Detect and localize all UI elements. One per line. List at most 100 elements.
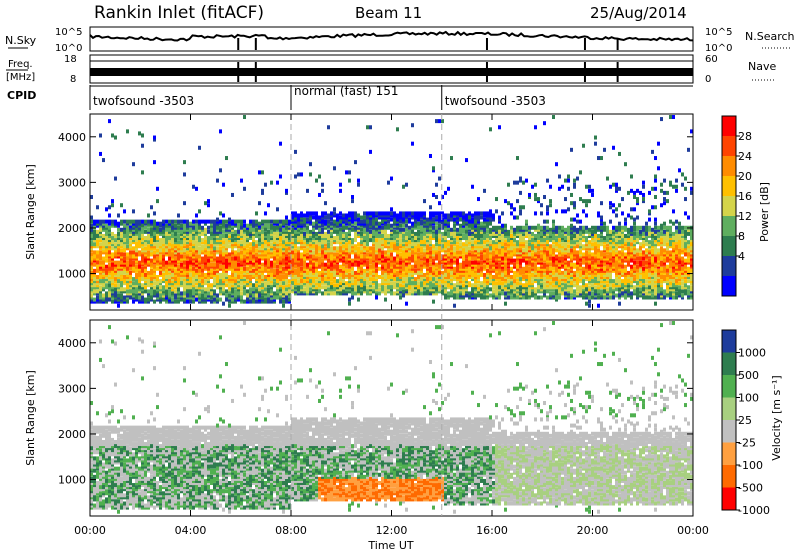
power-cell [171,275,174,280]
power-cell [309,244,312,249]
power-cell [210,225,213,230]
power-cell [312,275,315,280]
power-cell [273,281,276,286]
power-cell [312,256,315,261]
power-cell [354,211,357,216]
power-cell [165,295,168,300]
power-cell [135,238,138,243]
power-cell [153,250,156,255]
power-cell [162,289,165,294]
power-cell [216,225,219,230]
power-cell [240,252,243,257]
power-cell [99,287,102,292]
power-cell [453,246,456,251]
power-cell [186,246,189,251]
power-cell [210,219,213,224]
power-cell [309,266,312,271]
power-cell [522,225,525,230]
power-cell [129,270,132,275]
power-cell [414,268,417,273]
power-cell [126,262,129,267]
power-cell [237,270,240,275]
power-cell [138,131,141,136]
power-cell [339,182,342,187]
power-cell [477,283,480,288]
power-cell [99,221,102,226]
power-cell [183,240,186,245]
power-cell [279,287,282,292]
power-cell [414,211,417,216]
power-cell [120,262,123,267]
power-cell [195,242,198,247]
power-cell [192,289,195,294]
power-cell [201,246,204,251]
power-cell [237,229,240,234]
power-cell [198,246,201,251]
power-cell [510,229,513,234]
power-cell [282,289,285,294]
power-cell [237,248,240,253]
power-cell [180,227,183,232]
power-cell [126,281,129,286]
power-cell [327,258,330,263]
power-cell [126,289,129,294]
power-cell [249,225,252,230]
power-cell [300,236,303,241]
power-cell [264,236,267,241]
power-cell [180,254,183,259]
power-cell [228,287,231,292]
power-cell [231,244,234,249]
power-cell [252,246,255,251]
power-cell [312,264,315,269]
power-cell [231,221,234,226]
power-cell [222,272,225,277]
power-cell [192,268,195,273]
power-cell [228,264,231,269]
power-cell [177,260,180,265]
power-cell [261,275,264,280]
power-cell [138,238,141,243]
power-cell [171,266,174,271]
freq-trace [90,60,693,82]
power-cell [198,283,201,288]
power-cell [174,246,177,251]
power-cell [189,275,192,280]
power-cell [300,258,303,263]
power-cell [237,264,240,269]
power-cell [390,275,393,280]
power-cell [216,281,219,286]
power-cell [246,238,249,243]
power-cell [288,246,291,251]
power-cell [480,221,483,226]
power-cell [108,258,111,263]
power-cell [183,287,186,292]
power-cell [393,291,396,296]
power-cell [339,268,342,273]
power-cell [393,256,396,261]
power-cell [192,279,195,284]
power-cell [141,240,144,245]
power-cell [213,272,216,277]
power-cell [231,283,234,288]
power-cell [237,242,240,247]
power-cell [111,199,114,204]
power-cell [150,250,153,255]
power-cell [234,236,237,241]
power-cell [117,287,120,292]
power-cell [150,260,153,265]
power-cell [306,227,309,232]
power-cell [204,236,207,241]
power-cell [216,238,219,243]
power-cell [129,256,132,261]
power-cell [177,287,180,292]
power-cell [210,293,213,298]
power-cell [153,266,156,271]
power-cell [306,219,309,224]
power-cell [486,268,489,273]
power-cell [156,293,159,298]
power-cell [450,289,453,294]
power-cell [177,272,180,277]
power-cell [306,229,309,234]
power-cell [168,252,171,257]
power-cell [216,283,219,288]
